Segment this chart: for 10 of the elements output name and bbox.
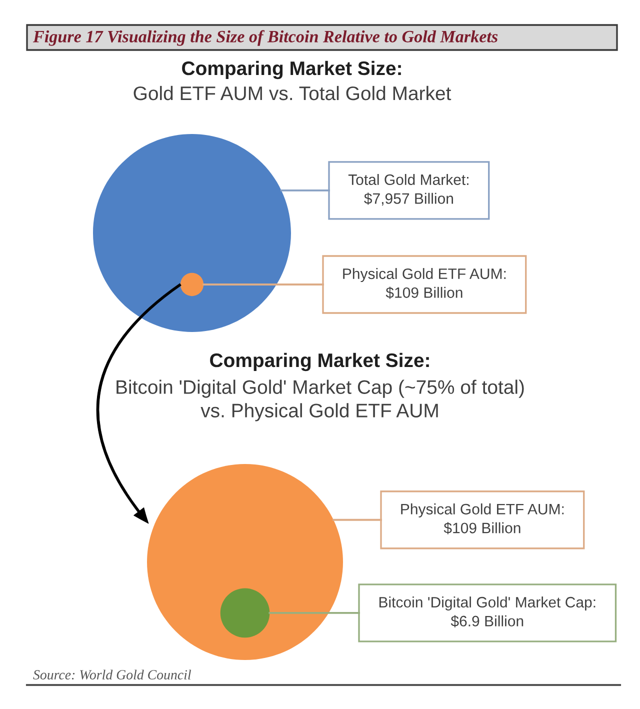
text: Comparing Market Size: bbox=[182, 60, 401, 80]
data-label: Total Gold Market: $7,957 Billion bbox=[348, 174, 468, 206]
text: Gold ETF AUM vs. Total Gold Market bbox=[134, 86, 452, 100]
caption: Figure 17 Visualizing the Size of Bitcoin Relative to Gold Markets bbox=[32, 30, 498, 46]
text: Bitcoin 'Digital Gold' Market Cap (~75% of total) vs. Physical Gold ETF AUM bbox=[116, 380, 524, 422]
data-label: Physical Gold ETF AUM: $109 Billion bbox=[401, 503, 564, 534]
source-note: Source: World Gold Council bbox=[33, 670, 191, 680]
text: Comparing Market Size: bbox=[210, 352, 429, 372]
data-label: Physical Gold ETF AUM: $109 Billion bbox=[343, 268, 506, 299]
data-label: Bitcoin 'Digital Gold' Market Cap: $6.9 Billion bbox=[379, 596, 596, 628]
